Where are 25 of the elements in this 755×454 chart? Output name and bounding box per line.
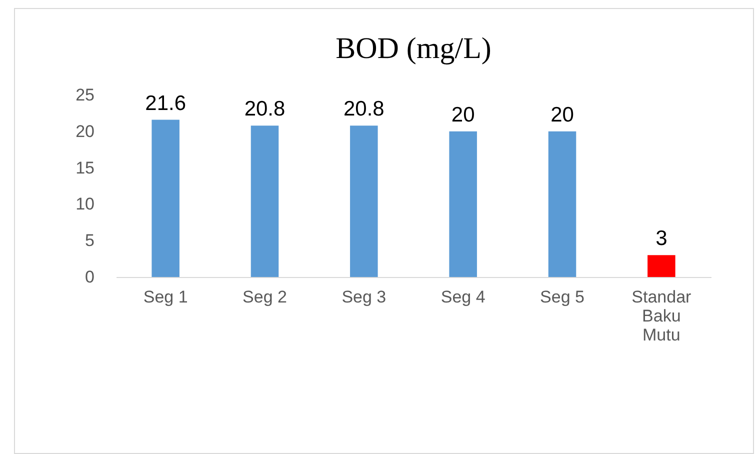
bar (350, 126, 378, 277)
data-label: 20.8 (244, 98, 286, 121)
x-tick-label: Seg 3 (342, 288, 386, 306)
data-label: 20 (451, 103, 475, 126)
x-tick-label: Seg 5 (540, 288, 584, 306)
y-tick-label: 15 (76, 158, 94, 178)
x-tick-label: Seg 4 (440, 288, 486, 306)
bar (152, 120, 180, 277)
data-label: 20 (550, 103, 574, 126)
bar (250, 126, 279, 277)
y-tick-label: 25 (76, 86, 94, 104)
x-tick-label: Standar Baku Mutu (632, 288, 692, 344)
data-label: 20.8 (343, 98, 384, 121)
y-tick-label: 5 (85, 231, 94, 250)
y-tick-label: 0 (85, 268, 94, 286)
chart-title: BOD (mg/L) (336, 32, 492, 65)
data-label: 21.6 (145, 92, 186, 115)
bar (648, 255, 676, 277)
y-tick-label: 20 (76, 122, 94, 141)
data-label: 3 (656, 227, 668, 250)
bar (449, 131, 477, 277)
x-tick-label: Seg 1 (143, 288, 188, 306)
y-tick-label: 10 (76, 194, 94, 214)
bar (548, 131, 576, 277)
x-tick-label: Seg 2 (242, 288, 287, 306)
